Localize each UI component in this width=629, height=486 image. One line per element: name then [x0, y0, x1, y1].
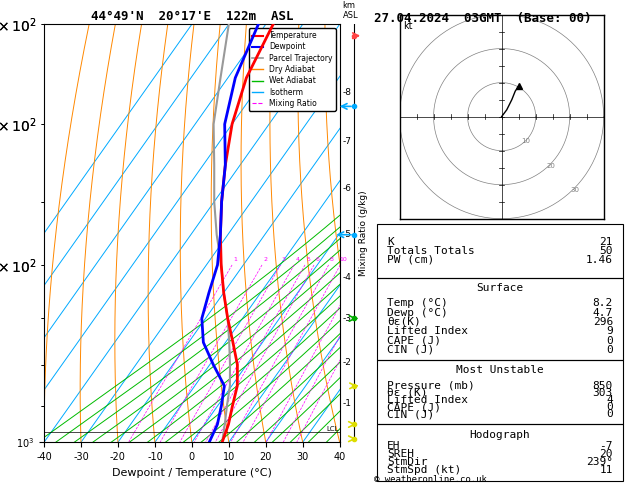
Text: -1: -1: [343, 399, 352, 408]
Text: 8: 8: [330, 257, 334, 261]
Text: Lifted Index: Lifted Index: [387, 326, 468, 336]
Text: -7: -7: [599, 441, 613, 451]
Text: 2: 2: [264, 257, 267, 261]
Text: 8.2: 8.2: [593, 298, 613, 309]
Text: Dewp (°C): Dewp (°C): [387, 308, 448, 318]
Text: -6: -6: [343, 184, 352, 192]
Text: 1.46: 1.46: [586, 255, 613, 264]
Text: 50: 50: [599, 245, 613, 256]
Text: Mixing Ratio (g/kg): Mixing Ratio (g/kg): [359, 191, 368, 276]
Text: km
ASL: km ASL: [343, 0, 359, 20]
Text: 3: 3: [282, 257, 286, 261]
Text: 0: 0: [606, 335, 613, 346]
Text: 10: 10: [521, 138, 531, 144]
Bar: [377, 424, 623, 481]
Bar: [377, 224, 623, 278]
Text: 0: 0: [606, 402, 613, 412]
Bar: [377, 278, 623, 360]
Text: 4: 4: [296, 257, 299, 261]
Legend: Temperature, Dewpoint, Parcel Trajectory, Dry Adiabat, Wet Adiabat, Isotherm, Mi: Temperature, Dewpoint, Parcel Trajectory…: [248, 28, 336, 111]
Text: 20: 20: [599, 449, 613, 459]
Text: 20: 20: [546, 163, 555, 169]
X-axis label: Dewpoint / Temperature (°C): Dewpoint / Temperature (°C): [112, 468, 272, 478]
Text: 239°: 239°: [586, 457, 613, 467]
Text: 21: 21: [599, 237, 613, 246]
Text: Temp (°C): Temp (°C): [387, 298, 448, 309]
Text: 1: 1: [233, 257, 238, 261]
Text: -5: -5: [343, 229, 352, 239]
Text: 27.04.2024  03GMT  (Base: 00): 27.04.2024 03GMT (Base: 00): [374, 12, 592, 25]
Text: SREH: SREH: [387, 449, 415, 459]
Text: Hodograph: Hodograph: [470, 430, 530, 440]
Text: Surface: Surface: [476, 283, 524, 293]
Text: CAPE (J): CAPE (J): [387, 335, 441, 346]
Text: -8: -8: [343, 88, 352, 97]
Text: kt: kt: [403, 21, 413, 32]
Text: Lifted Index: Lifted Index: [387, 395, 468, 405]
Text: 4.7: 4.7: [593, 308, 613, 318]
Text: 11: 11: [599, 465, 613, 474]
Text: Most Unstable: Most Unstable: [456, 365, 544, 375]
Text: StmDir: StmDir: [387, 457, 428, 467]
Text: PW (cm): PW (cm): [387, 255, 435, 264]
Bar: [377, 360, 623, 424]
Text: StmSpd (kt): StmSpd (kt): [387, 465, 462, 474]
Text: -7: -7: [343, 137, 352, 146]
Text: 5: 5: [306, 257, 310, 261]
Text: CIN (J): CIN (J): [387, 409, 435, 419]
Title: 44°49'N  20°17'E  122m  ASL: 44°49'N 20°17'E 122m ASL: [91, 10, 293, 23]
Text: 296: 296: [593, 317, 613, 327]
Text: 850: 850: [593, 381, 613, 391]
Text: 0: 0: [606, 345, 613, 355]
Text: θε (K): θε (K): [387, 388, 428, 398]
Text: © weatheronline.co.uk: © weatheronline.co.uk: [374, 474, 487, 484]
Text: K: K: [387, 237, 394, 246]
Text: 9: 9: [606, 326, 613, 336]
Text: LCL: LCL: [326, 426, 338, 432]
Text: 6: 6: [315, 257, 320, 261]
Text: -3: -3: [343, 314, 352, 323]
Text: 10: 10: [340, 257, 347, 261]
Text: 0: 0: [606, 409, 613, 419]
Text: CIN (J): CIN (J): [387, 345, 435, 355]
Text: CAPE (J): CAPE (J): [387, 402, 441, 412]
Text: -4: -4: [343, 273, 352, 282]
Text: θε(K): θε(K): [387, 317, 421, 327]
Text: -2: -2: [343, 358, 352, 367]
Text: 4: 4: [606, 395, 613, 405]
Text: EH: EH: [387, 441, 401, 451]
Text: 30: 30: [571, 187, 579, 193]
Text: Totals Totals: Totals Totals: [387, 245, 475, 256]
Text: 303: 303: [593, 388, 613, 398]
Text: Pressure (mb): Pressure (mb): [387, 381, 475, 391]
